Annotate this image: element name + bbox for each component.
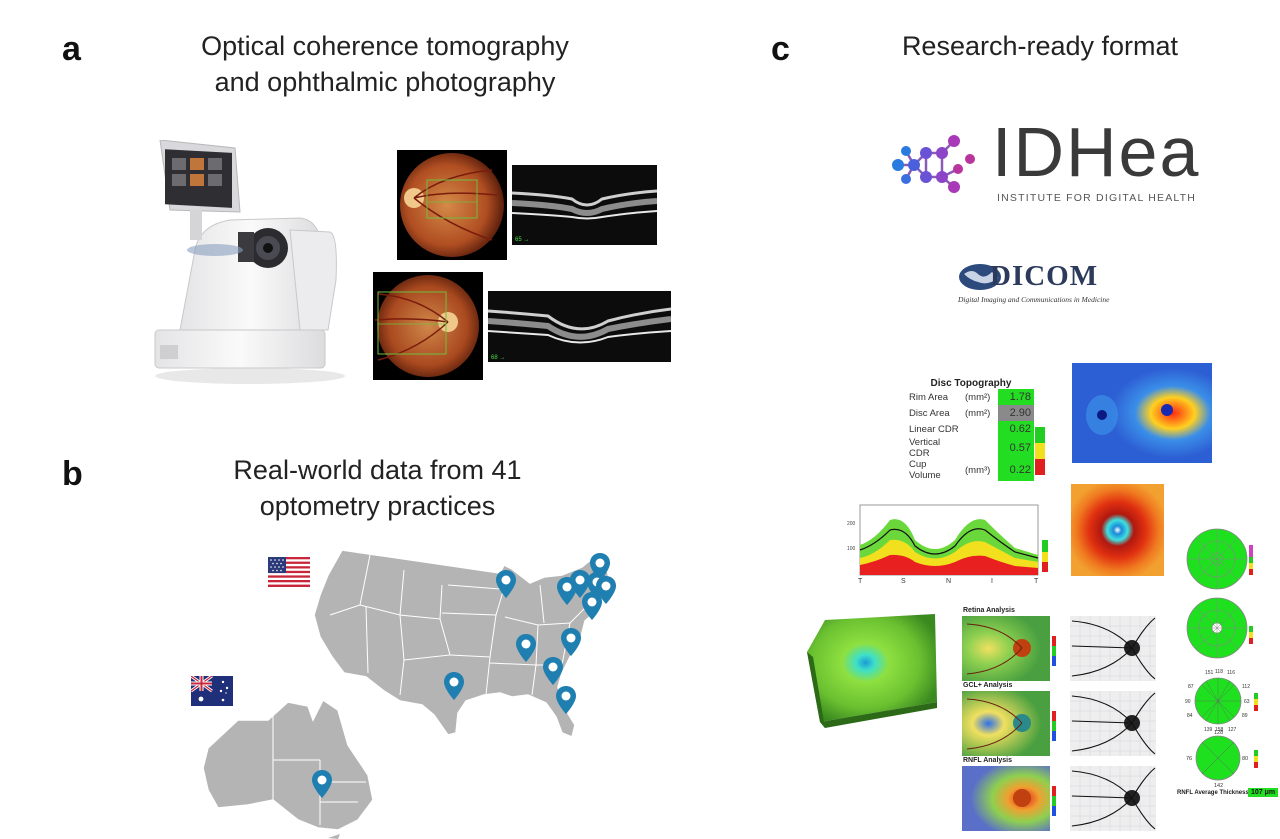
row-value: 0.57 xyxy=(998,437,1034,459)
tsnit-axis-label: N xyxy=(946,578,951,585)
rnfl-analysis-map xyxy=(962,766,1056,831)
clock-value: 158 xyxy=(1215,727,1224,733)
clock-value: 112 xyxy=(1242,684,1250,690)
quadrant-value: 142 xyxy=(1214,783,1223,788)
tsnit-axis-label: S xyxy=(901,578,906,585)
clock-value: 127 xyxy=(1228,727,1237,733)
clock-value: 151 xyxy=(1205,670,1214,676)
australia-map xyxy=(202,698,374,839)
row-label: Rim Area xyxy=(909,391,949,403)
clock-value: 90 xyxy=(1185,699,1191,705)
tsnit-axis-label: T xyxy=(1034,578,1039,585)
clock-value: 63 xyxy=(1244,699,1250,705)
table-row: Linear CDR 0.62 xyxy=(906,421,1034,437)
tsnit-y-tick: 100 xyxy=(847,546,856,552)
quadrant-value: 80 xyxy=(1242,756,1248,762)
disc-topography-table: Disc Topography Rim Area (mm²) 1.78 Disc… xyxy=(906,378,1066,481)
rnfl-average-label: RNFL Average Thickness xyxy=(1177,790,1249,796)
fundus-photo-1 xyxy=(397,150,507,260)
panel-b-title-line1: Real-world data from 41 xyxy=(233,455,522,485)
tsnit-axis-label: I xyxy=(991,578,993,585)
table-row: Vertical CDR 0.57 xyxy=(906,437,1034,459)
panel-a-title: Optical coherence tomography and ophthal… xyxy=(170,28,600,100)
clock-value: 118 xyxy=(1215,669,1223,675)
table-row: Cup Volume (mm³) 0.22 xyxy=(906,459,1034,481)
table-row: Rim Area (mm²) 1.78 xyxy=(906,389,1034,405)
rnfl-analysis-label: RNFL Analysis xyxy=(963,757,1013,764)
row-unit: (mm²) xyxy=(965,391,991,403)
row-label: Cup Volume xyxy=(909,459,941,481)
idhea-logo-icon xyxy=(892,135,975,193)
row-label: Vertical CDR xyxy=(909,437,941,459)
quadrant-value: 76 xyxy=(1186,756,1192,762)
tsnit-axis-label: T xyxy=(858,578,863,585)
row-label: Disc Area xyxy=(909,407,950,419)
clock-value: 139 xyxy=(1204,727,1213,733)
panel-a-letter: a xyxy=(62,30,81,68)
clock-value: 116 xyxy=(1227,670,1235,676)
oct-scan-1: 65 → xyxy=(512,165,657,245)
macular-thickness-map xyxy=(1071,484,1164,576)
panel-c-letter: c xyxy=(771,30,790,68)
panel-a-title-line1: Optical coherence tomography xyxy=(201,31,569,61)
oct-device-image xyxy=(154,140,345,384)
dicom-globe-icon xyxy=(959,264,1001,290)
thickness-heatmap-wide xyxy=(1072,363,1212,463)
rnfl-average-value: 107 μm xyxy=(1248,788,1279,797)
panel-a-title-line2: and ophthalmic photography xyxy=(214,67,556,97)
clock-value: 84 xyxy=(1187,713,1193,719)
idhea-subtitle: INSTITUTE FOR DIGITAL HEALTH xyxy=(997,192,1197,204)
etdrs-sector-chart-2 xyxy=(1186,597,1253,659)
usa-map xyxy=(313,549,611,739)
retina-vessel-map-1 xyxy=(1070,616,1156,681)
row-unit: (mm²) xyxy=(965,407,991,419)
idhea-logo-text: IDHea xyxy=(992,113,1201,191)
row-label: Linear CDR xyxy=(909,423,959,435)
table-row: Disc Area (mm²) 2.90 xyxy=(906,405,1034,421)
australia-flag-icon xyxy=(191,676,233,706)
tsnit-y-tick: 200 xyxy=(847,521,856,527)
retina-vessel-map-3 xyxy=(1070,766,1156,831)
panel-b-title: Real-world data from 41 optometry practi… xyxy=(170,452,585,524)
oct-scan-2: 68 → xyxy=(488,291,671,362)
row-value: 0.22 xyxy=(998,459,1034,481)
clock-value: 89 xyxy=(1242,713,1248,719)
oct-scan-2-label: 68 → xyxy=(491,355,505,361)
dicom-subtitle: Digital Imaging and Communications in Me… xyxy=(958,295,1110,304)
normative-color-scale xyxy=(1035,427,1045,475)
retina-analysis-map xyxy=(962,616,1056,681)
panel-b-letter: b xyxy=(62,455,83,493)
row-value: 1.78 xyxy=(998,389,1034,405)
retina-vessel-map-2 xyxy=(1070,691,1156,756)
oct-scan-1-label: 65 → xyxy=(515,237,529,243)
dicom-logo-text: DICOM xyxy=(990,260,1099,292)
panel-c-title: Research-ready format xyxy=(901,31,1179,61)
gcl-analysis-label: GCL+ Analysis xyxy=(963,682,1013,689)
rnfl-tsnit-graph: 200 100 T S N I T xyxy=(847,504,1048,585)
row-unit xyxy=(962,437,998,459)
rnfl-quadrant-chart: 128 76 80 142 xyxy=(1186,730,1258,788)
row-unit xyxy=(962,421,998,437)
panel-b-title-line2: optometry practices xyxy=(259,491,496,521)
row-unit: (mm³) xyxy=(965,464,991,476)
row-value: 0.62 xyxy=(998,421,1034,437)
etdrs-sector-chart-1 xyxy=(1186,528,1253,590)
rnfl-clock-chart: 151 118 116 87 112 90 63 84 89 139 158 1… xyxy=(1185,669,1258,733)
quadrant-value: 128 xyxy=(1214,730,1223,736)
3d-topography-map xyxy=(807,614,937,728)
fundus-photo-2 xyxy=(373,272,483,380)
disc-topography-title: Disc Topography xyxy=(930,378,1012,389)
clock-value: 87 xyxy=(1188,684,1194,690)
row-value: 2.90 xyxy=(998,405,1034,421)
retina-analysis-label: Retina Analysis xyxy=(963,607,1015,614)
gcl-analysis-map xyxy=(962,691,1056,756)
us-flag-icon xyxy=(268,557,310,587)
